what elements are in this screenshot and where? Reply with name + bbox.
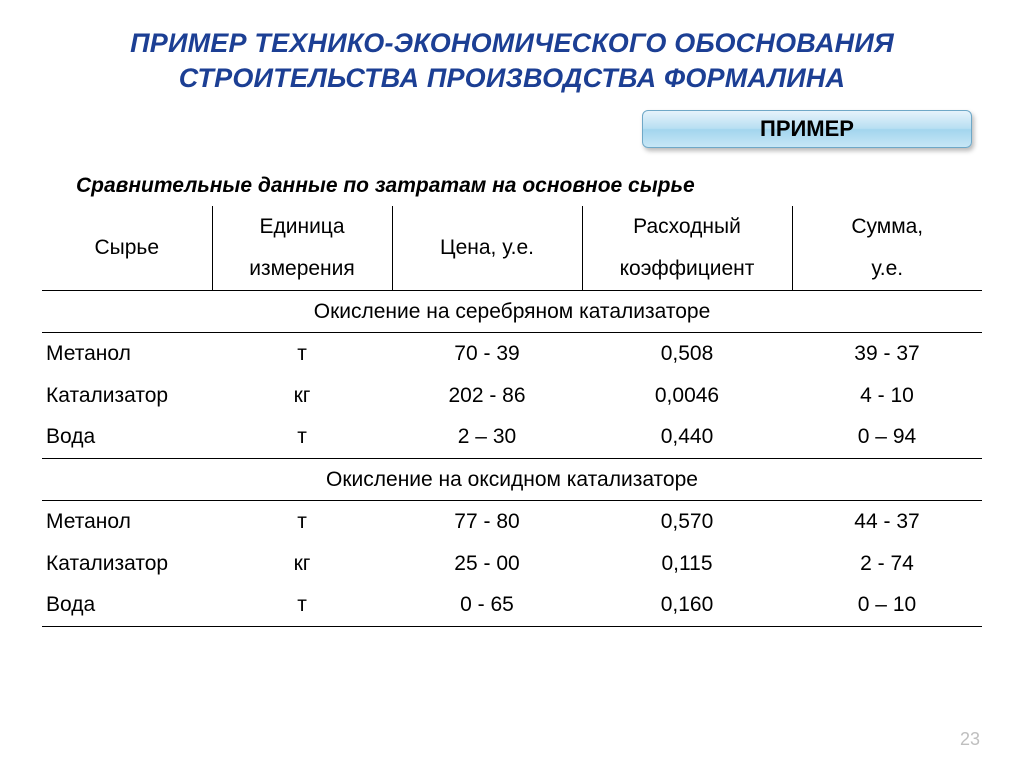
title-line-2: СТРОИТЕЛЬСТВА ПРОИЗВОДСТВА ФОРМАЛИНА [179,63,845,93]
slide-title: ПРИМЕР ТЕХНИКО-ЭКОНОМИЧЕСКОГО ОБОСНОВАНИ… [34,26,990,96]
chip-label: ПРИМЕР [760,116,854,142]
cell-unit: т [212,417,392,459]
cell-coef: 0,115 [582,543,792,585]
chip-row: ПРИМЕР [34,110,990,148]
cell-material: Метанол [42,501,212,543]
col-header-coef: Расходный коэффициент [582,206,792,291]
cell-material: Вода [42,585,212,627]
cell-price: 202 - 86 [392,375,582,417]
cost-comparison-table: Сырье Единица измерения Цена, у.е. Расхо… [42,206,982,627]
cell-price: 2 – 30 [392,417,582,459]
cell-price: 0 - 65 [392,585,582,627]
cell-material: Катализатор [42,375,212,417]
example-chip: ПРИМЕР [642,110,972,148]
cell-coef: 0,160 [582,585,792,627]
cell-coef: 0,570 [582,501,792,543]
section-heading-row: Окисление на оксидном катализаторе [42,459,982,501]
cell-sum: 39 - 37 [792,333,982,375]
cell-material: Катализатор [42,543,212,585]
cell-price: 77 - 80 [392,501,582,543]
cell-unit: т [212,585,392,627]
cell-coef: 0,440 [582,417,792,459]
col-header-sum: Сумма, у.е. [792,206,982,291]
cell-coef: 0,508 [582,333,792,375]
table-row: Метанол т 70 - 39 0,508 39 - 37 [42,333,982,375]
title-line-1: ПРИМЕР ТЕХНИКО-ЭКОНОМИЧЕСКОГО ОБОСНОВАНИ… [130,28,894,58]
col-header-material: Сырье [42,206,212,291]
cell-price: 25 - 00 [392,543,582,585]
table-row: Катализатор кг 25 - 00 0,115 2 - 74 [42,543,982,585]
cell-sum: 0 – 10 [792,585,982,627]
table-header-row: Сырье Единица измерения Цена, у.е. Расхо… [42,206,982,291]
table-row: Метанол т 77 - 80 0,570 44 - 37 [42,501,982,543]
table-subtitle: Сравнительные данные по затратам на осно… [76,174,990,198]
cell-unit: т [212,501,392,543]
cell-unit: т [212,333,392,375]
cell-sum: 0 – 94 [792,417,982,459]
cell-unit: кг [212,543,392,585]
section-heading: Окисление на оксидном катализаторе [42,459,982,501]
col-header-unit: Единица измерения [212,206,392,291]
section-heading-row: Окисление на серебряном катализаторе [42,291,982,333]
section-heading: Окисление на серебряном катализаторе [42,291,982,333]
table-row: Вода т 0 - 65 0,160 0 – 10 [42,585,982,627]
cell-price: 70 - 39 [392,333,582,375]
cell-sum: 44 - 37 [792,501,982,543]
cell-coef: 0,0046 [582,375,792,417]
col-header-price: Цена, у.е. [392,206,582,291]
cell-material: Вода [42,417,212,459]
cell-unit: кг [212,375,392,417]
page-number: 23 [960,729,980,750]
table-row: Катализатор кг 202 - 86 0,0046 4 - 10 [42,375,982,417]
cell-material: Метанол [42,333,212,375]
cell-sum: 2 - 74 [792,543,982,585]
table-row: Вода т 2 – 30 0,440 0 – 94 [42,417,982,459]
cell-sum: 4 - 10 [792,375,982,417]
